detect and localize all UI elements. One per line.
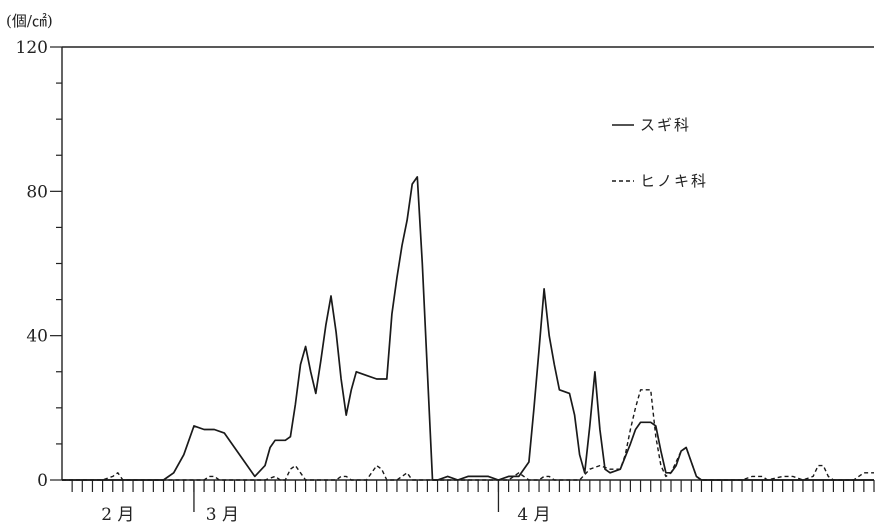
series-line-sugi (62, 176, 874, 481)
series-line-hinoki (62, 389, 874, 481)
y-tick-label: 0 (37, 471, 48, 491)
axes-group: 0 40 80 120 2 月 3 月 4 月 (16, 38, 875, 525)
x-month-label: 2 月 (101, 505, 134, 525)
series-layer (62, 176, 874, 481)
y-tick-label: 120 (16, 38, 48, 58)
unit-label: (個/㎠) (6, 12, 53, 30)
x-month-label: 3 月 (206, 505, 239, 525)
legend-label: ヒノキ科 (640, 172, 708, 190)
y-tick-label: 40 (26, 327, 48, 347)
y-tick-label: 80 (26, 182, 48, 202)
x-month-label: 4 月 (517, 505, 550, 525)
legend-label: スギ科 (640, 116, 691, 134)
